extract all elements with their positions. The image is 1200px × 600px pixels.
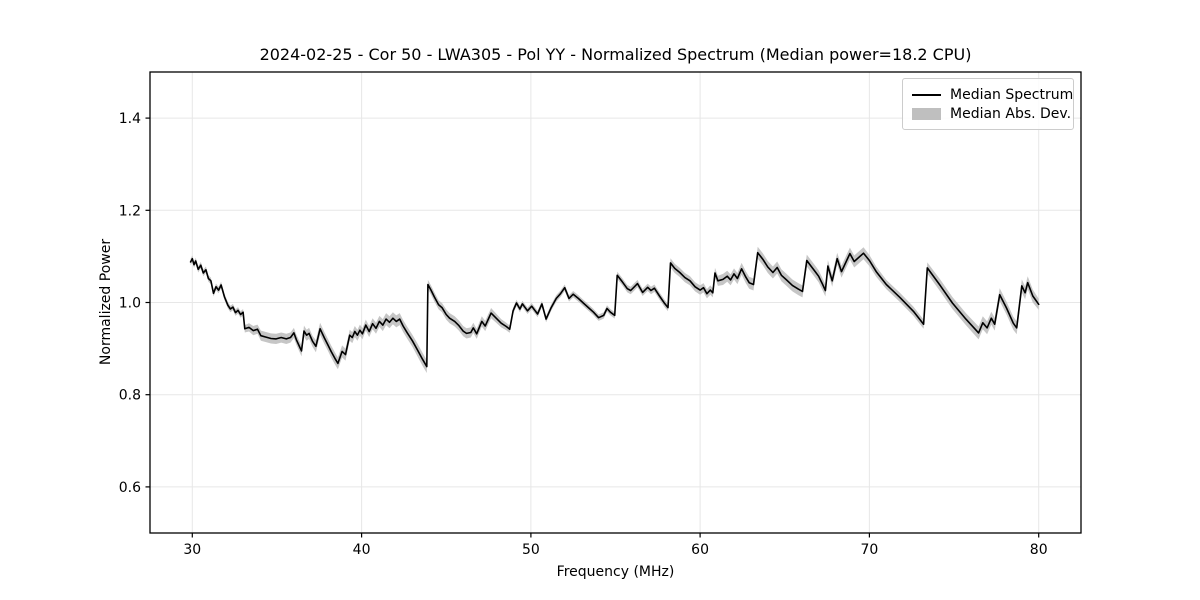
- x-tick-label: 50: [522, 542, 540, 558]
- legend-line-swatch: [912, 93, 941, 96]
- y-tick-label: 1.2: [119, 203, 141, 219]
- x-tick-label: 70: [860, 542, 878, 558]
- median-spectrum-line: [189, 251, 1040, 368]
- legend-label: Median Abs. Dev.: [950, 105, 1072, 122]
- y-tick-label: 0.8: [119, 388, 141, 404]
- y-tick-label: 1.4: [119, 111, 141, 127]
- y-axis-label: Normalized Power: [98, 238, 114, 366]
- x-tick-label: 80: [1030, 542, 1048, 558]
- legend-item-median-abs-dev: Median Abs. Dev.: [912, 104, 1071, 123]
- legend-item-median-spectrum: Median Spectrum: [912, 85, 1073, 104]
- legend-label: Median Spectrum: [950, 86, 1074, 103]
- x-axis-label: Frequency (MHz): [556, 564, 675, 580]
- y-tick-label: 1.0: [119, 296, 141, 312]
- x-tick-label: 60: [691, 542, 709, 558]
- legend-patch-swatch: [912, 107, 941, 120]
- x-tick-label: 40: [353, 542, 371, 558]
- legend: Median Spectrum Median Abs. Dev.: [902, 78, 1074, 130]
- y-tick-label: 0.6: [119, 480, 141, 496]
- x-tick-label: 30: [183, 542, 201, 558]
- plot-title: 2024-02-25 - Cor 50 - LWA305 - Pol YY - …: [259, 45, 972, 64]
